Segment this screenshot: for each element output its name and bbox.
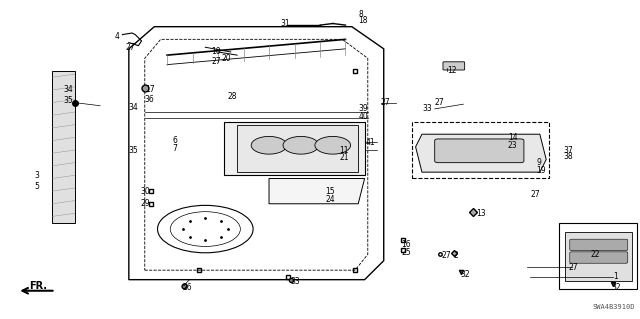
Text: 27: 27 (381, 98, 390, 107)
Text: 21: 21 (339, 153, 349, 162)
Text: 16: 16 (401, 241, 411, 249)
FancyBboxPatch shape (570, 252, 628, 263)
Text: 2: 2 (454, 251, 459, 260)
Text: 32: 32 (612, 283, 621, 292)
Text: 27: 27 (441, 251, 451, 260)
Text: 7: 7 (172, 144, 177, 153)
Text: 25: 25 (401, 248, 411, 257)
FancyBboxPatch shape (570, 239, 628, 250)
Text: 34: 34 (64, 85, 74, 94)
Polygon shape (225, 122, 365, 175)
Text: 24: 24 (325, 195, 335, 204)
Text: 11: 11 (339, 145, 349, 154)
Text: 22: 22 (591, 250, 600, 259)
Text: 13: 13 (476, 209, 486, 218)
Text: 9: 9 (537, 158, 541, 167)
Text: 1: 1 (613, 272, 618, 281)
Text: 6: 6 (172, 136, 177, 145)
Text: 29: 29 (140, 199, 150, 208)
Text: 35: 35 (64, 97, 74, 106)
Text: 15: 15 (325, 187, 335, 196)
Text: 35: 35 (129, 145, 139, 154)
Text: 5: 5 (35, 182, 40, 191)
Text: 32: 32 (460, 271, 470, 279)
Text: 27: 27 (531, 190, 540, 199)
Text: 4: 4 (115, 32, 120, 41)
Text: 36: 36 (145, 95, 154, 104)
Text: 34: 34 (129, 103, 139, 112)
Text: 3: 3 (35, 171, 40, 180)
Text: 30: 30 (140, 187, 150, 196)
Circle shape (251, 137, 287, 154)
FancyBboxPatch shape (443, 62, 465, 70)
Text: 14: 14 (508, 133, 518, 142)
Text: 23: 23 (508, 141, 518, 150)
Text: 10: 10 (212, 48, 221, 56)
Text: 20: 20 (221, 54, 231, 63)
Text: 40: 40 (358, 112, 368, 121)
Polygon shape (415, 134, 546, 172)
FancyBboxPatch shape (435, 139, 524, 163)
Text: 8: 8 (358, 10, 363, 19)
Text: FR.: FR. (29, 281, 47, 291)
Text: 26: 26 (183, 283, 193, 292)
Circle shape (283, 137, 319, 154)
Polygon shape (237, 125, 358, 172)
Text: 12: 12 (447, 66, 457, 76)
Text: 18: 18 (358, 16, 368, 25)
Text: SWA4B3910D: SWA4B3910D (593, 304, 636, 310)
Text: 39: 39 (358, 104, 368, 113)
Polygon shape (52, 71, 75, 223)
Text: 28: 28 (228, 92, 237, 101)
Text: 31: 31 (280, 19, 290, 28)
Text: 27: 27 (212, 57, 221, 66)
Text: 17: 17 (145, 85, 154, 94)
Text: 19: 19 (537, 166, 547, 175)
Text: 38: 38 (563, 152, 573, 161)
Text: 27: 27 (568, 263, 578, 271)
Text: 27: 27 (435, 98, 444, 107)
Circle shape (315, 137, 351, 154)
Text: 41: 41 (366, 137, 376, 147)
Polygon shape (565, 232, 632, 281)
Text: 33: 33 (422, 104, 432, 113)
Text: 27: 27 (125, 43, 135, 52)
Text: 37: 37 (563, 145, 573, 154)
Text: 33: 33 (290, 277, 300, 286)
Polygon shape (269, 178, 365, 204)
